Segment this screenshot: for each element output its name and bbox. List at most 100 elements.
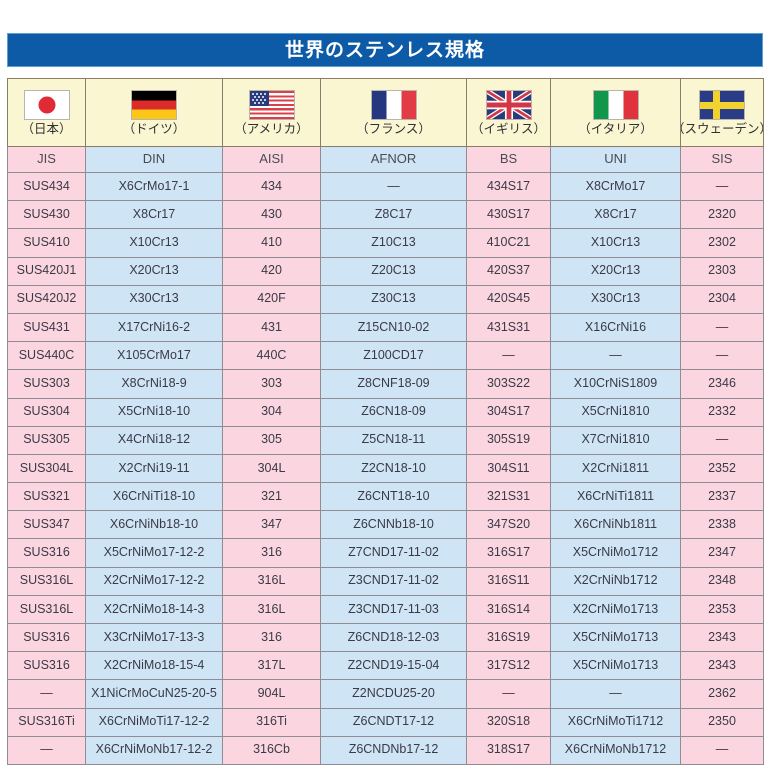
table-row: SUS347 X6CrNiNb18-10 347 Z6CNNb18-10 347S20 X… — [7, 510, 764, 540]
grade-cell-aisi: 316Ti — [222, 707, 321, 737]
standard-name-header-row: JIS DIN AISI AFNOR BS UNI SIS — [7, 146, 764, 173]
grade-cell-afnor: Z8C17 — [320, 200, 467, 230]
table-row: — X6CrNiMoNb17-12-2 316Cb Z6CNDNb17-12 318S1… — [7, 735, 764, 765]
table-row: SUS420J1 X20Cr13 420 Z20C13 420S37 X20Cr13 230… — [7, 256, 764, 286]
table-row: SUS420J2 X30Cr13 420F Z30C13 420S45 X30Cr13 23… — [7, 284, 764, 314]
grade-cell-afnor: Z2NCDU25-20 — [320, 679, 467, 709]
flag-header-cell-jis: （日本） — [7, 78, 86, 147]
table-row: SUS431 X17CrNi16-2 431 Z15CN10-02 431S31 X16C… — [7, 312, 764, 343]
grade-cell-afnor: Z6CNNb18-10 — [320, 510, 467, 540]
grade-cell-afnor: Z2CN18-10 — [320, 453, 467, 484]
grade-cell-afnor: Z6CNT18-10 — [320, 482, 467, 512]
grade-cell-din: X2CrNi19-11 — [85, 453, 223, 484]
table-row: SUS316L X2CrNiMo18-14-3 316L Z3CND17-11-03 3… — [7, 594, 764, 625]
grade-cell-aisi: 347 — [222, 510, 321, 540]
grade-cell-aisi: 303 — [222, 369, 321, 399]
grade-cell-uni: X5CrNiMo1713 — [550, 622, 681, 653]
table-row: SUS304 X5CrNi18-10 304 Z6CN18-09 304S17 X5CrN… — [7, 397, 764, 427]
table-row: SUS434 X6CrMo17-1 434—434S17 X8CrMo17— — [7, 171, 764, 202]
grade-cell-uni: X8CrMo17 — [550, 171, 681, 202]
grade-cell-din: X2CrNiMo18-15-4 — [85, 651, 223, 681]
flag-header-cell-bs: （イギリス） — [466, 78, 551, 147]
usa-flag — [248, 89, 295, 120]
grade-cell-sis: 2348 — [680, 566, 764, 596]
flag-header-cell-uni: （イタリア） — [550, 78, 681, 147]
grade-cell-bs: 303S22 — [466, 369, 551, 399]
grade-cell-aisi: 430 — [222, 200, 321, 230]
country-label: （イギリス） — [470, 121, 546, 136]
grade-cell-bs: 316S17 — [466, 538, 551, 568]
grade-cell-sis: — — [680, 341, 764, 371]
grade-cell-sis: — — [680, 171, 764, 202]
grade-cell-aisi: 316L — [222, 566, 321, 596]
grade-cell-din: X30Cr13 — [85, 284, 223, 314]
grade-cell-afnor: Z100CD17 — [320, 341, 467, 371]
grade-cell-sis: 2343 — [680, 651, 764, 681]
grade-cell-sis: 2332 — [680, 397, 764, 427]
grade-cell-afnor: Z5CN18-11 — [320, 425, 467, 455]
france-flag — [370, 89, 417, 120]
table-row: SUS316Ti X6CrNiMoTi17-12-2 316Ti Z6CNDT17-1… — [7, 707, 764, 737]
table-row: SUS321 X6CrNiTi18-10 321 Z6CNT18-10 321S31 X6… — [7, 482, 764, 512]
grade-cell-din: X6CrNiMoTi17-12-2 — [85, 707, 223, 737]
grade-cell-sis: 2347 — [680, 538, 764, 568]
grade-cell-jis: SUS434 — [7, 171, 86, 202]
grade-cell-din: X3CrNiMo17-13-3 — [85, 622, 223, 653]
grade-cell-din: X6CrNiMoNb17-12-2 — [85, 735, 223, 765]
grade-cell-afnor: Z2CND19-15-04 — [320, 651, 467, 681]
grade-cell-sis: 2350 — [680, 707, 764, 737]
grade-cell-din: X4CrNi18-12 — [85, 425, 223, 455]
germany-flag — [131, 89, 177, 120]
grade-cell-afnor: Z10C13 — [320, 228, 467, 258]
grade-cell-bs: 430S17 — [466, 200, 551, 230]
grade-cell-bs: 317S12 — [466, 651, 551, 681]
grade-cell-din: X20Cr13 — [85, 256, 223, 286]
grade-cell-bs: 431S31 — [466, 312, 551, 343]
grade-cell-sis: 2303 — [680, 256, 764, 286]
grade-cell-bs: 316S11 — [466, 566, 551, 596]
grade-cell-afnor: Z15CN10-02 — [320, 312, 467, 343]
flag-header-cell-afnor: （フランス） — [320, 78, 467, 147]
grade-cell-sis: 2320 — [680, 200, 764, 230]
grade-cell-uni: X2CrNi1811 — [550, 453, 681, 484]
grade-cell-jis: SUS440C — [7, 341, 86, 371]
grade-cell-bs: 320S18 — [466, 707, 551, 737]
grade-cell-bs: 304S17 — [466, 397, 551, 427]
grade-cell-bs: 347S20 — [466, 510, 551, 540]
grade-cell-din: X2CrNiMo18-14-3 — [85, 594, 223, 625]
grade-cell-jis: SUS347 — [7, 510, 86, 540]
standard-header-jis: JIS — [7, 146, 86, 173]
table-row: SUS303 X8CrNi18-9 303 Z8CNF18-09 303S22 X10Cr… — [7, 369, 764, 399]
grade-cell-uni: X2CrNiMo1713 — [550, 594, 681, 625]
grade-cell-din: X6CrMo17-1 — [85, 171, 223, 202]
grade-cell-sis: — — [680, 735, 764, 765]
standards-table-container: （日本） （ドイツ） （アメリカ） （フランス） （イギリス） （イタリア） （スウェーデン… — [7, 78, 764, 765]
grade-cell-bs: 321S31 — [466, 482, 551, 512]
grade-cell-din: X8CrNi18-9 — [85, 369, 223, 399]
grade-cell-jis: SUS303 — [7, 369, 86, 399]
standard-header-aisi: AISI — [222, 146, 321, 173]
grade-cell-jis: SUS304L — [7, 453, 86, 484]
standard-header-sis: SIS — [680, 146, 764, 173]
grade-cell-sis: 2362 — [680, 679, 764, 709]
grade-cell-aisi: 316 — [222, 538, 321, 568]
flag-header-row: （日本） （ドイツ） （アメリカ） （フランス） （イギリス） （イタリア） （スウェーデン… — [7, 78, 764, 147]
country-label: （イタリア） — [578, 121, 653, 136]
table-row: SUS440C X105CrMo17 440C Z100CD17— — — — [7, 341, 764, 371]
grade-cell-jis: SUS316 — [7, 651, 86, 681]
grade-cell-aisi: 304 — [222, 397, 321, 427]
grade-cell-afnor: Z6CNDT17-12 — [320, 707, 467, 737]
grade-cell-aisi: 904L — [222, 679, 321, 709]
grade-cell-jis: — — [7, 679, 86, 709]
grade-cell-aisi: 321 — [222, 482, 321, 512]
standard-header-uni: UNI — [550, 146, 681, 173]
page-title: 世界のステンレス規格 — [284, 39, 485, 61]
grade-cell-din: X6CrNiNb18-10 — [85, 510, 223, 540]
grade-cell-uni: X5CrNi1810 — [550, 397, 681, 427]
table-row: SUS316 X3CrNiMo17-13-3 316 Z6CND18-12-03 316… — [7, 622, 764, 653]
grade-cell-uni: X6CrNiTi1811 — [550, 482, 681, 512]
grade-cell-din: X10Cr13 — [85, 228, 223, 258]
grade-cell-din: X105CrMo17 — [85, 341, 223, 371]
grade-cell-aisi: 305 — [222, 425, 321, 455]
grade-cell-din: X5CrNiMo17-12-2 — [85, 538, 223, 568]
